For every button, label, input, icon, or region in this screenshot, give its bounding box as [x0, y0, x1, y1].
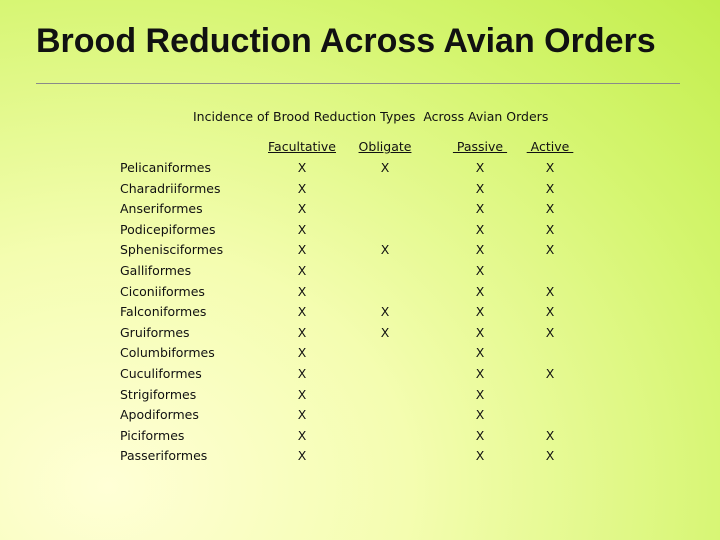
- column-header-active: Active: [526, 139, 574, 154]
- table-cell-facultative: X: [297, 221, 307, 237]
- title-divider: [36, 83, 680, 84]
- order-name: Apodiformes: [120, 407, 199, 423]
- table-cell-passive: X: [475, 263, 485, 278]
- slide-title: Brood Reduction Across Avian Orders: [36, 22, 656, 60]
- table-cell-passive: X: [475, 180, 485, 196]
- table-cell-passive: X: [475, 345, 485, 361]
- order-name: Falconiformes: [120, 304, 207, 320]
- table-row: Podicepiformes X X X: [0, 222, 720, 242]
- table-cell-passive: X: [475, 386, 485, 402]
- table-cell-facultative: X: [297, 201, 307, 217]
- table-cell-passive: X: [475, 366, 485, 381]
- table-row: Strigiformes X X: [0, 387, 720, 407]
- table-cell-active: X: [545, 324, 555, 340]
- table-cell-facultative: X: [297, 427, 307, 443]
- table-cell-passive: X: [475, 427, 485, 443]
- order-name: Ciconiiformes: [120, 283, 205, 299]
- table-cell-facultative: X: [297, 366, 307, 381]
- table-row: Piciformes X X X: [0, 428, 720, 448]
- table-cell-passive: X: [475, 160, 485, 175]
- table-cell-facultative: X: [297, 242, 307, 258]
- table-cell-passive: X: [475, 242, 485, 258]
- table-row: Charadriiformes X X X: [0, 181, 720, 201]
- table-cell-facultative: X: [297, 160, 307, 175]
- table-row: Passeriformes X X X: [0, 448, 720, 468]
- table-cell-facultative: X: [297, 345, 307, 361]
- order-name: Piciformes: [120, 427, 185, 443]
- table-row: Gruiformes X X X X: [0, 325, 720, 345]
- table-cell-obligate: X: [380, 242, 390, 258]
- table-cell-passive: X: [475, 283, 485, 299]
- table-caption: Incidence of Brood Reduction Types Acros…: [193, 109, 549, 124]
- table-cell-active: X: [545, 448, 555, 464]
- order-name: Passeriformes: [120, 448, 208, 464]
- table-cell-passive: X: [475, 448, 485, 464]
- table-row: Pelicaniformes X X X X: [0, 160, 720, 180]
- table-cell-active: X: [545, 180, 555, 196]
- table-cell-facultative: X: [297, 324, 307, 340]
- table-cell-passive: X: [475, 304, 485, 320]
- table-row: Anseriformes X X X: [0, 201, 720, 221]
- order-name: Sphenisciformes: [120, 242, 224, 258]
- table-cell-active: X: [545, 160, 555, 175]
- table-cell-facultative: X: [297, 386, 307, 402]
- table-cell-facultative: X: [297, 283, 307, 299]
- table-row: Apodiformes X X: [0, 407, 720, 427]
- table-cell-passive: X: [475, 221, 485, 237]
- order-name: Charadriiformes: [120, 180, 221, 196]
- table-row: Ciconiiformes X X X: [0, 284, 720, 304]
- table-row: Sphenisciformes X X X X: [0, 242, 720, 262]
- table-row: Cuculiformes X X X: [0, 366, 720, 386]
- order-name: Podicepiformes: [120, 221, 216, 237]
- table-cell-active: X: [545, 221, 555, 237]
- table-cell-obligate: X: [380, 160, 390, 175]
- column-header-obligate: Obligate: [358, 139, 412, 154]
- table-cell-facultative: X: [297, 263, 307, 278]
- table-cell-obligate: X: [380, 304, 390, 320]
- column-header-facultative: Facultative: [268, 139, 336, 154]
- table-row: Columbiformes X X: [0, 345, 720, 365]
- order-name: Cuculiformes: [120, 366, 202, 381]
- order-name: Strigiformes: [120, 386, 197, 402]
- table-cell-active: X: [545, 242, 555, 258]
- table-cell-passive: X: [475, 201, 485, 217]
- table-cell-active: X: [545, 283, 555, 299]
- table-cell-active: X: [545, 427, 555, 443]
- table-cell-obligate: X: [380, 324, 390, 340]
- table-cell-active: X: [545, 366, 555, 381]
- table-cell-active: X: [545, 304, 555, 320]
- table-cell-facultative: X: [297, 180, 307, 196]
- table-row: Falconiformes X X X X: [0, 304, 720, 324]
- order-name: Pelicaniformes: [120, 160, 212, 175]
- table-cell-facultative: X: [297, 448, 307, 464]
- table-cell-facultative: X: [297, 407, 307, 423]
- table-cell-passive: X: [475, 407, 485, 423]
- order-name: Columbiformes: [120, 345, 215, 361]
- order-name: Gruiformes: [120, 324, 190, 340]
- table-cell-facultative: X: [297, 304, 307, 320]
- column-header-passive: Passive: [452, 139, 508, 154]
- table-row: Galliformes X X: [0, 263, 720, 283]
- table-cell-active: X: [545, 201, 555, 217]
- order-name: Galliformes: [120, 263, 192, 278]
- order-name: Anseriformes: [120, 201, 203, 217]
- table-cell-passive: X: [475, 324, 485, 340]
